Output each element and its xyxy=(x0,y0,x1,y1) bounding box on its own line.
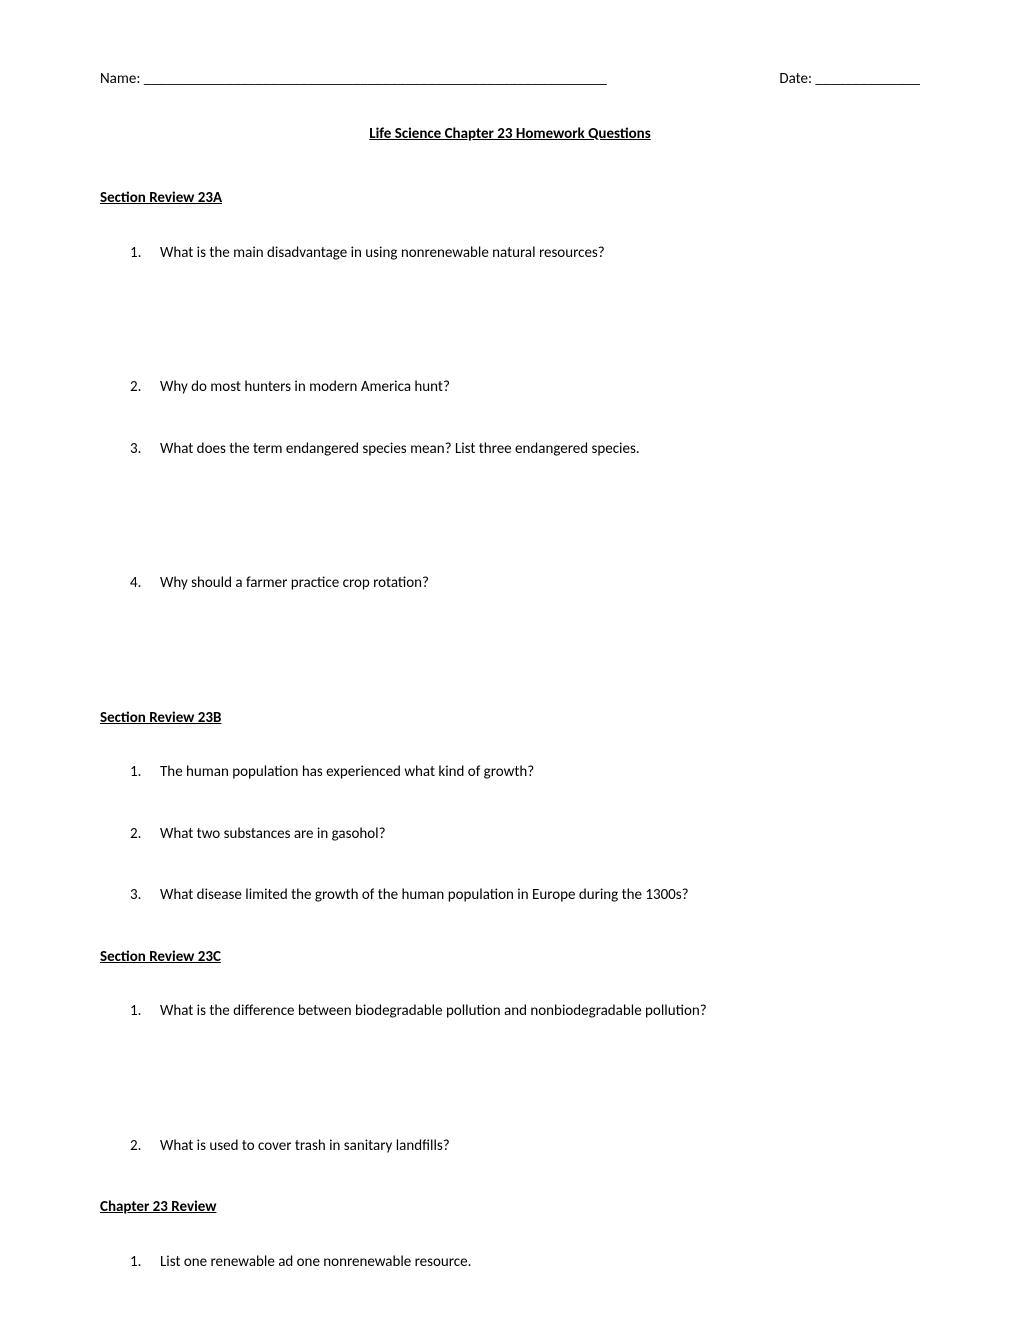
question-list-23b: 1. The human population has experienced … xyxy=(100,763,920,906)
section-23c: Section Review 23C 1. What is the differ… xyxy=(100,948,920,1157)
question-text: What two substances are in gasohol? xyxy=(160,825,386,843)
question-number: 1. xyxy=(130,1253,141,1273)
question-number: 4. xyxy=(130,574,141,594)
question-item: 2. Why do most hunters in modern America… xyxy=(160,378,920,398)
question-item: 3. What does the term endangered species… xyxy=(160,440,920,460)
question-text: What is the difference between biodegrad… xyxy=(160,1002,707,1020)
question-list-review: 1. List one renewable ad one nonrenewabl… xyxy=(100,1253,920,1273)
question-text: Why do most hunters in modern America hu… xyxy=(160,378,450,396)
question-item: 1. The human population has experienced … xyxy=(160,763,920,783)
document-title: Life Science Chapter 23 Homework Questio… xyxy=(100,125,920,145)
question-item: 1. What is the main disadvantage in usin… xyxy=(160,244,920,264)
question-number: 3. xyxy=(130,886,141,906)
question-number: 1. xyxy=(130,1002,141,1022)
question-number: 2. xyxy=(130,825,141,845)
section-heading-review: Chapter 23 Review xyxy=(100,1198,920,1218)
header-row: Name: __________________________________… xyxy=(100,70,920,90)
question-text: Why should a farmer practice crop rotati… xyxy=(160,574,429,592)
name-field: Name: __________________________________… xyxy=(100,70,749,90)
question-item: 2. What two substances are in gasohol? xyxy=(160,825,920,845)
section-heading-23c: Section Review 23C xyxy=(100,948,920,968)
section-heading-23b: Section Review 23B xyxy=(100,709,920,729)
section-23a: Section Review 23A 1. What is the main d… xyxy=(100,189,920,594)
question-item: 1. What is the difference between biodeg… xyxy=(160,1002,920,1022)
question-number: 1. xyxy=(130,763,141,783)
section-23b: Section Review 23B 1. The human populati… xyxy=(100,709,920,906)
question-text: What disease limited the growth of the h… xyxy=(160,886,689,904)
section-heading-23a: Section Review 23A xyxy=(100,189,920,209)
question-number: 1. xyxy=(130,244,141,264)
question-number: 2. xyxy=(130,1137,141,1157)
question-text: What does the term endangered species me… xyxy=(160,440,640,458)
question-number: 2. xyxy=(130,378,141,398)
question-text: The human population has experienced wha… xyxy=(160,763,534,781)
question-number: 3. xyxy=(130,440,141,460)
question-item: 2. What is used to cover trash in sanita… xyxy=(160,1137,920,1157)
question-text: What is the main disadvantage in using n… xyxy=(160,244,605,262)
date-field: Date: ______________ xyxy=(779,70,920,90)
question-text: What is used to cover trash in sanitary … xyxy=(160,1137,450,1155)
question-text: List one renewable ad one nonrenewable r… xyxy=(160,1253,471,1271)
question-item: 3. What disease limited the growth of th… xyxy=(160,886,920,906)
question-list-23c: 1. What is the difference between biodeg… xyxy=(100,1002,920,1156)
question-item: 1. List one renewable ad one nonrenewabl… xyxy=(160,1253,920,1273)
question-item: 4. Why should a farmer practice crop rot… xyxy=(160,574,920,594)
question-list-23a: 1. What is the main disadvantage in usin… xyxy=(100,244,920,594)
chapter-review: Chapter 23 Review 1. List one renewable … xyxy=(100,1198,920,1272)
